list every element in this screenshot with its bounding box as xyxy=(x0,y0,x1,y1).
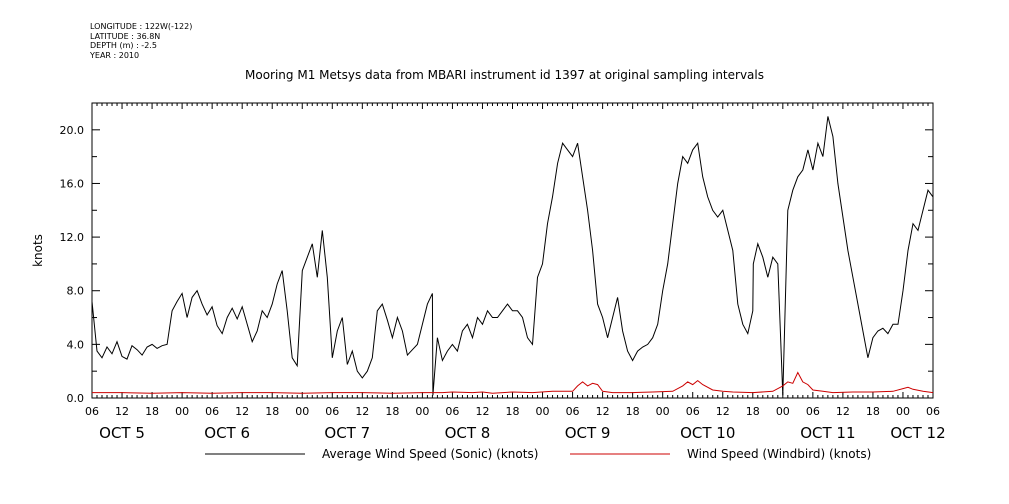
plot-frame xyxy=(91,102,934,399)
y-tick-label: 16.0 xyxy=(60,177,85,190)
x-tick-label: 00 xyxy=(776,405,790,418)
legend-label-sonic: Average Wind Speed (Sonic) (knots) xyxy=(322,447,538,461)
x-date-label: OCT 7 xyxy=(324,424,370,442)
sonic-wind-series-line xyxy=(91,116,934,396)
x-date-label: OCT 5 xyxy=(99,424,145,442)
x-tick-label: 00 xyxy=(295,405,309,418)
x-date-label: OCT 12 xyxy=(890,424,945,442)
latitude-text: LATITUDE : 36.8N xyxy=(90,31,161,41)
x-tick-label: 18 xyxy=(866,405,880,418)
y-tick-label: 8.0 xyxy=(67,285,85,298)
x-tick-label: 18 xyxy=(385,405,399,418)
longitude-text: LONGITUDE : 122W(-122) xyxy=(90,22,193,31)
x-tick-label: 00 xyxy=(656,405,670,418)
x-tick-label: 18 xyxy=(626,405,640,418)
x-tick-label: 00 xyxy=(896,405,910,418)
x-tick-label: 18 xyxy=(506,405,520,418)
windbird-wind-series-line xyxy=(92,371,934,394)
x-tick-label: 12 xyxy=(355,405,369,418)
x-date-label: OCT 9 xyxy=(565,424,611,442)
legend-label-windbird: Wind Speed (Windbird) (knots) xyxy=(687,447,871,461)
x-tick-label: 18 xyxy=(145,405,159,418)
x-tick-label: 06 xyxy=(205,405,219,418)
x-tick-label: 06 xyxy=(445,405,459,418)
depth-text: DEPTH (m) : -2.5 xyxy=(90,41,157,50)
x-tick-label: 00 xyxy=(175,405,189,418)
x-tick-label: 06 xyxy=(806,405,820,418)
x-tick-label: 18 xyxy=(265,405,279,418)
x-tick-label: 12 xyxy=(115,405,129,418)
x-tick-label: 06 xyxy=(566,405,580,418)
x-tick-label: 00 xyxy=(536,405,550,418)
x-tick-label: 12 xyxy=(475,405,489,418)
x-tick-label: 06 xyxy=(926,405,940,418)
y-tick-label: 0.0 xyxy=(67,392,85,405)
x-date-label: OCT 11 xyxy=(800,424,855,442)
station-metadata: LONGITUDE : 122W(-122) LATITUDE : 36.8N … xyxy=(90,22,192,60)
y-tick-label: 4.0 xyxy=(67,338,85,351)
x-tick-label: 18 xyxy=(746,405,760,418)
year-text: YEAR : 2010 xyxy=(90,50,140,60)
x-tick-label: 12 xyxy=(596,405,610,418)
x-tick-label: 06 xyxy=(686,405,700,418)
x-tick-label: 00 xyxy=(415,405,429,418)
x-tick-label: 06 xyxy=(85,405,99,418)
x-tick-label: 12 xyxy=(716,405,730,418)
x-tick-label: 12 xyxy=(235,405,249,418)
y-tick-label: 20.0 xyxy=(60,124,85,137)
x-date-label: OCT 6 xyxy=(204,424,250,442)
x-tick-label: 12 xyxy=(836,405,850,418)
x-date-label: OCT 10 xyxy=(680,424,735,442)
x-tick-label: 06 xyxy=(325,405,339,418)
y-tick-label: 12.0 xyxy=(60,231,85,244)
y-axis-label: knots xyxy=(31,234,45,267)
x-date-label: OCT 8 xyxy=(445,424,491,442)
chart-title: Mooring M1 Metsys data from MBARI instru… xyxy=(245,68,764,82)
